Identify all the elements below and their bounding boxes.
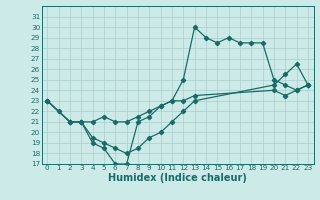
X-axis label: Humidex (Indice chaleur): Humidex (Indice chaleur)	[108, 173, 247, 183]
